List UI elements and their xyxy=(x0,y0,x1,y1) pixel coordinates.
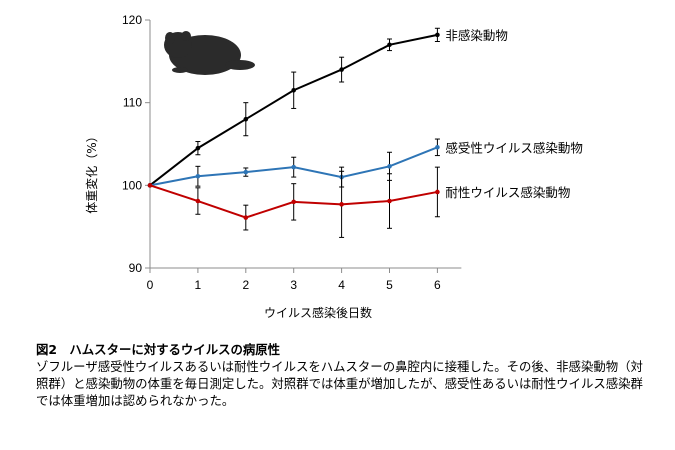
x-axis-title: ウイルス感染後日数 xyxy=(264,305,372,320)
y-tick-label: 90 xyxy=(129,261,143,275)
x-tick-label: 4 xyxy=(338,278,345,292)
data-point xyxy=(243,215,249,220)
series-group: 非感染動物 xyxy=(147,27,508,188)
data-point xyxy=(339,67,344,72)
caption-title: 図2 ハムスターに対するウイルスの病原性 xyxy=(36,342,281,357)
data-point xyxy=(243,169,249,175)
y-tick-label: 120 xyxy=(122,13,142,27)
data-point xyxy=(291,87,297,93)
data-point xyxy=(291,199,297,205)
series-label: 耐性ウイルス感染動物 xyxy=(445,185,570,200)
data-point xyxy=(195,173,201,179)
data-point xyxy=(291,164,297,170)
x-tick-label: 5 xyxy=(386,278,393,292)
caption-body: ゾフルーザ感受性ウイルスあるいは耐性ウイルスをハムスターの鼻腔内に接種した。その… xyxy=(36,359,643,408)
series-group: 感受性ウイルス感染動物 xyxy=(147,138,583,188)
x-tick-label: 6 xyxy=(434,278,441,292)
x-tick-label: 2 xyxy=(242,278,249,292)
y-tick-label: 110 xyxy=(123,96,142,110)
x-tick-label: 0 xyxy=(147,278,154,292)
weight-change-chart: 90 100 110 120 0 1 2 3 4 5 6 非感染動物感受性ウイルス感染動物耐性ウイル… xyxy=(84,13,583,320)
data-point xyxy=(387,42,392,48)
data-point xyxy=(339,202,344,207)
series-label: 感受性ウイルス感染動物 xyxy=(445,140,583,155)
data-point xyxy=(435,32,440,38)
data-point xyxy=(435,145,440,150)
data-point xyxy=(147,183,153,188)
x-tick-label: 1 xyxy=(195,278,202,292)
y-axis-title: 体重変化（%） xyxy=(84,130,99,213)
chart-axes: 90 100 110 120 0 1 2 3 4 5 6 xyxy=(122,13,462,292)
data-point xyxy=(435,189,440,195)
data-point xyxy=(195,198,201,204)
hamster-silhouette-icon xyxy=(164,31,255,75)
data-point xyxy=(243,116,249,122)
data-point xyxy=(387,198,392,204)
data-point xyxy=(195,145,201,151)
series-group: 耐性ウイルス感染動物 xyxy=(147,166,570,238)
data-point xyxy=(387,164,392,169)
series-label: 非感染動物 xyxy=(445,28,508,43)
figure-caption: 図2 ハムスターに対するウイルスの病原性 ゾフルーザ感受性ウイルスあるいは耐性ウ… xyxy=(36,341,646,409)
x-tick-label: 3 xyxy=(290,278,297,292)
y-tick-label: 100 xyxy=(122,178,142,192)
